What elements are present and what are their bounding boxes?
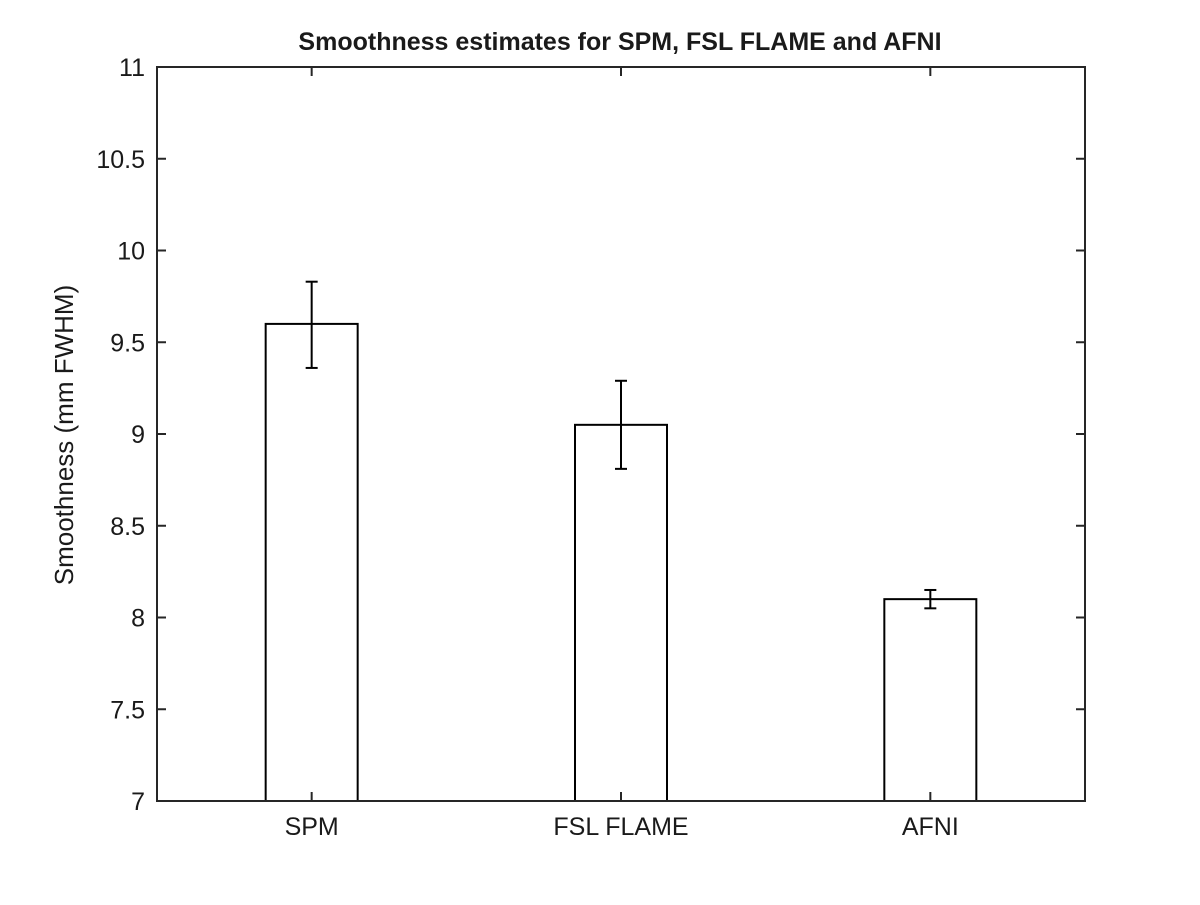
chart-title: Smoothness estimates for SPM, FSL FLAME …: [298, 28, 941, 56]
error-bars-layer: [305, 280, 937, 610]
x-tick-label: AFNI: [902, 813, 959, 841]
y-tick-label: 10.5: [96, 146, 145, 174]
y-tick-label: 10: [117, 238, 145, 266]
bar-fsl-flame: [574, 423, 668, 802]
y-tick-label: 7: [131, 788, 145, 816]
x-tick-label: SPM: [285, 813, 339, 841]
y-tick-label: 9.5: [110, 329, 145, 357]
y-tick-label: 11: [119, 54, 145, 82]
y-axis-label: Smoothness (mm FWHM): [49, 285, 79, 585]
x-tick-label: FSL FLAME: [553, 813, 688, 841]
y-tick-label: 8.5: [110, 513, 145, 541]
y-tick-label: 8: [131, 605, 145, 633]
y-tick-label: 9: [131, 421, 145, 449]
y-tick-label: 7.5: [110, 696, 145, 724]
bar-spm: [264, 322, 359, 802]
bar-afni: [883, 598, 978, 803]
ticks-layer: 7 7.5 8 8.5 9 9.5 10 10.5 11 SPM FSL FLAME AFNI: [96, 54, 1085, 841]
